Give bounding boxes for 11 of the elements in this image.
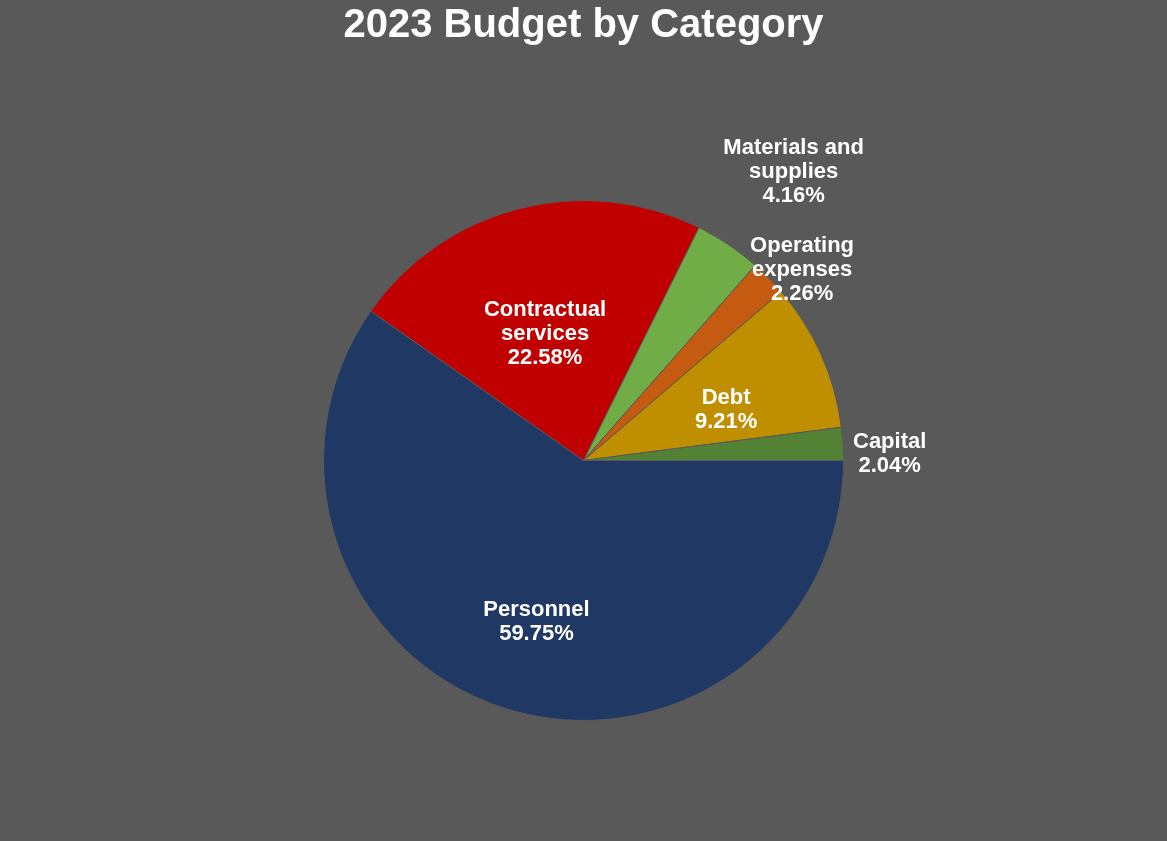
- slice-label: Contractual services: [483, 296, 607, 346]
- data-label: 4.16%: [762, 182, 825, 208]
- slice-label: Materials and supplies: [723, 134, 864, 184]
- slice-label: Personnel: [483, 596, 590, 622]
- data-label: 22.58%: [507, 344, 583, 370]
- slice-label: Debt: [701, 384, 752, 410]
- data-label: 59.75%: [499, 620, 574, 646]
- chart-title: 2023 Budget by Category: [343, 1, 825, 45]
- data-label: 9.21%: [694, 408, 758, 434]
- slice-label: Operating expenses: [750, 232, 855, 282]
- slice-label: Capital: [852, 427, 927, 453]
